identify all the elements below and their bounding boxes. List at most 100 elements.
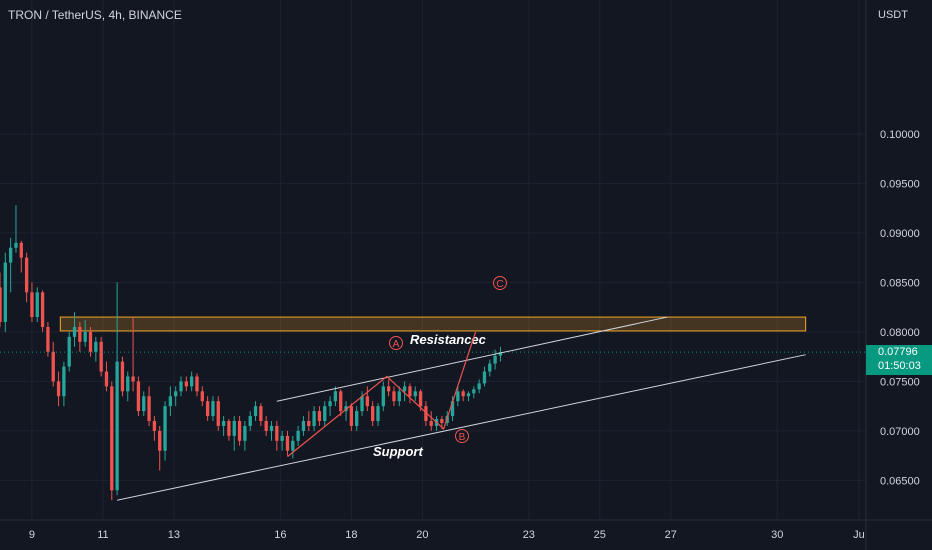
x-tick-label: 20 [416, 529, 428, 541]
chart-title: TRON / TetherUS, 4h, BINANCE [8, 8, 182, 22]
candle-body [24, 257, 29, 293]
candle-body [355, 411, 359, 426]
candle-body [189, 376, 194, 387]
candle-body [461, 391, 465, 397]
candle-body [275, 425, 279, 441]
candle-body [488, 363, 492, 372]
candle-body [0, 287, 2, 323]
candle-body [67, 336, 71, 367]
x-tick-label: 16 [274, 529, 286, 541]
candle-body [402, 386, 407, 392]
candle-body [78, 326, 82, 342]
y-tick-label: 0.07000 [880, 426, 920, 438]
candle-body [3, 262, 7, 323]
candle-body [243, 425, 247, 441]
candle-body [371, 406, 375, 422]
candle-body [386, 386, 391, 392]
candle-body [152, 421, 157, 431]
candle-body [307, 421, 311, 426]
candle-body [147, 396, 151, 422]
candle-body [365, 396, 369, 407]
x-tick-label: Ju [853, 529, 865, 541]
candle-body [323, 406, 327, 422]
candle-body [301, 421, 306, 431]
candle-body [62, 366, 66, 397]
resistance-zone [59, 316, 807, 332]
x-tick-label: 9 [29, 529, 35, 541]
y-tick-label: 0.09000 [880, 228, 920, 240]
candle-body [466, 393, 471, 397]
candle-body [381, 386, 385, 407]
candle-body [195, 376, 199, 392]
candle-body [237, 421, 242, 441]
candle-body [456, 391, 460, 402]
candle-body [19, 242, 23, 258]
candle-body [56, 381, 61, 397]
candle-body [51, 351, 55, 382]
candle-body [200, 391, 204, 402]
candle-body [285, 435, 290, 451]
y-tick-label: 0.06500 [880, 475, 920, 487]
candle-body [264, 421, 268, 431]
x-tick-label: 18 [345, 529, 357, 541]
candle-body [99, 341, 103, 372]
overlay-layer: Resistancec Support A B C [0, 276, 866, 501]
candle-body [429, 421, 433, 426]
candle-body [232, 421, 236, 436]
candle-body [349, 406, 354, 426]
candle-body [163, 406, 167, 451]
candle-body [392, 391, 396, 402]
candle-body [168, 396, 173, 407]
candle-body [174, 391, 178, 397]
candle-body [211, 401, 215, 417]
candle-body [46, 326, 50, 352]
candle-body [408, 386, 412, 397]
candle-body [269, 425, 274, 431]
candle-body [259, 406, 263, 422]
candle-body [35, 292, 39, 318]
candle-body [179, 381, 183, 392]
chart-grid [0, 0, 866, 520]
candle-body [83, 331, 87, 342]
candle-body [498, 352, 503, 356]
y-tick-label: 0.07500 [880, 376, 920, 388]
candle-body [360, 396, 364, 412]
candle-body [104, 371, 109, 387]
candle-body [120, 361, 125, 392]
candle-body [115, 361, 119, 491]
wave-label-circle [389, 336, 403, 350]
candle-body [88, 331, 93, 352]
x-tick-label: 11 [97, 529, 108, 541]
current-price-label: 0.07796 [866, 345, 932, 360]
candle-body [376, 406, 380, 422]
candle-body [184, 381, 188, 387]
candle-body [477, 383, 481, 390]
y-axis: 0.10000 0.09500 0.09000 0.08500 0.08000 0.075… [865, 0, 920, 550]
candle-body [8, 247, 13, 263]
support-label: Support [373, 444, 423, 459]
x-tick-label: 23 [523, 529, 535, 541]
resistance-trendline [276, 316, 668, 402]
candle-body [280, 435, 284, 441]
candle-body [94, 341, 98, 352]
candle-body [158, 430, 162, 451]
countdown-label: 01:50:03 [866, 359, 932, 376]
candle-body [291, 440, 295, 451]
wave-label-circle [455, 429, 469, 443]
candle-body [131, 376, 135, 382]
candle-body [126, 376, 130, 392]
wave-label-circle [493, 276, 507, 290]
candle-body [221, 421, 226, 426]
candle-body [450, 401, 455, 417]
candle-body [110, 386, 114, 491]
resistance-zone-layer [59, 316, 807, 332]
candle-body [142, 396, 146, 412]
wave-label-b: B [459, 432, 466, 443]
x-tick-label: 25 [594, 529, 606, 541]
candle-body [472, 389, 476, 394]
candle-body [482, 371, 487, 384]
abc-wave-line [287, 331, 477, 458]
y-tick-label: 0.08000 [880, 327, 920, 339]
candle-body [248, 416, 252, 426]
